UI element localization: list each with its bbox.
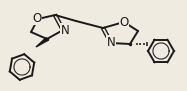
- Text: N: N: [61, 23, 69, 36]
- Text: O: O: [119, 15, 129, 28]
- Polygon shape: [36, 38, 48, 47]
- Text: O: O: [32, 11, 42, 24]
- Text: N: N: [107, 35, 115, 49]
